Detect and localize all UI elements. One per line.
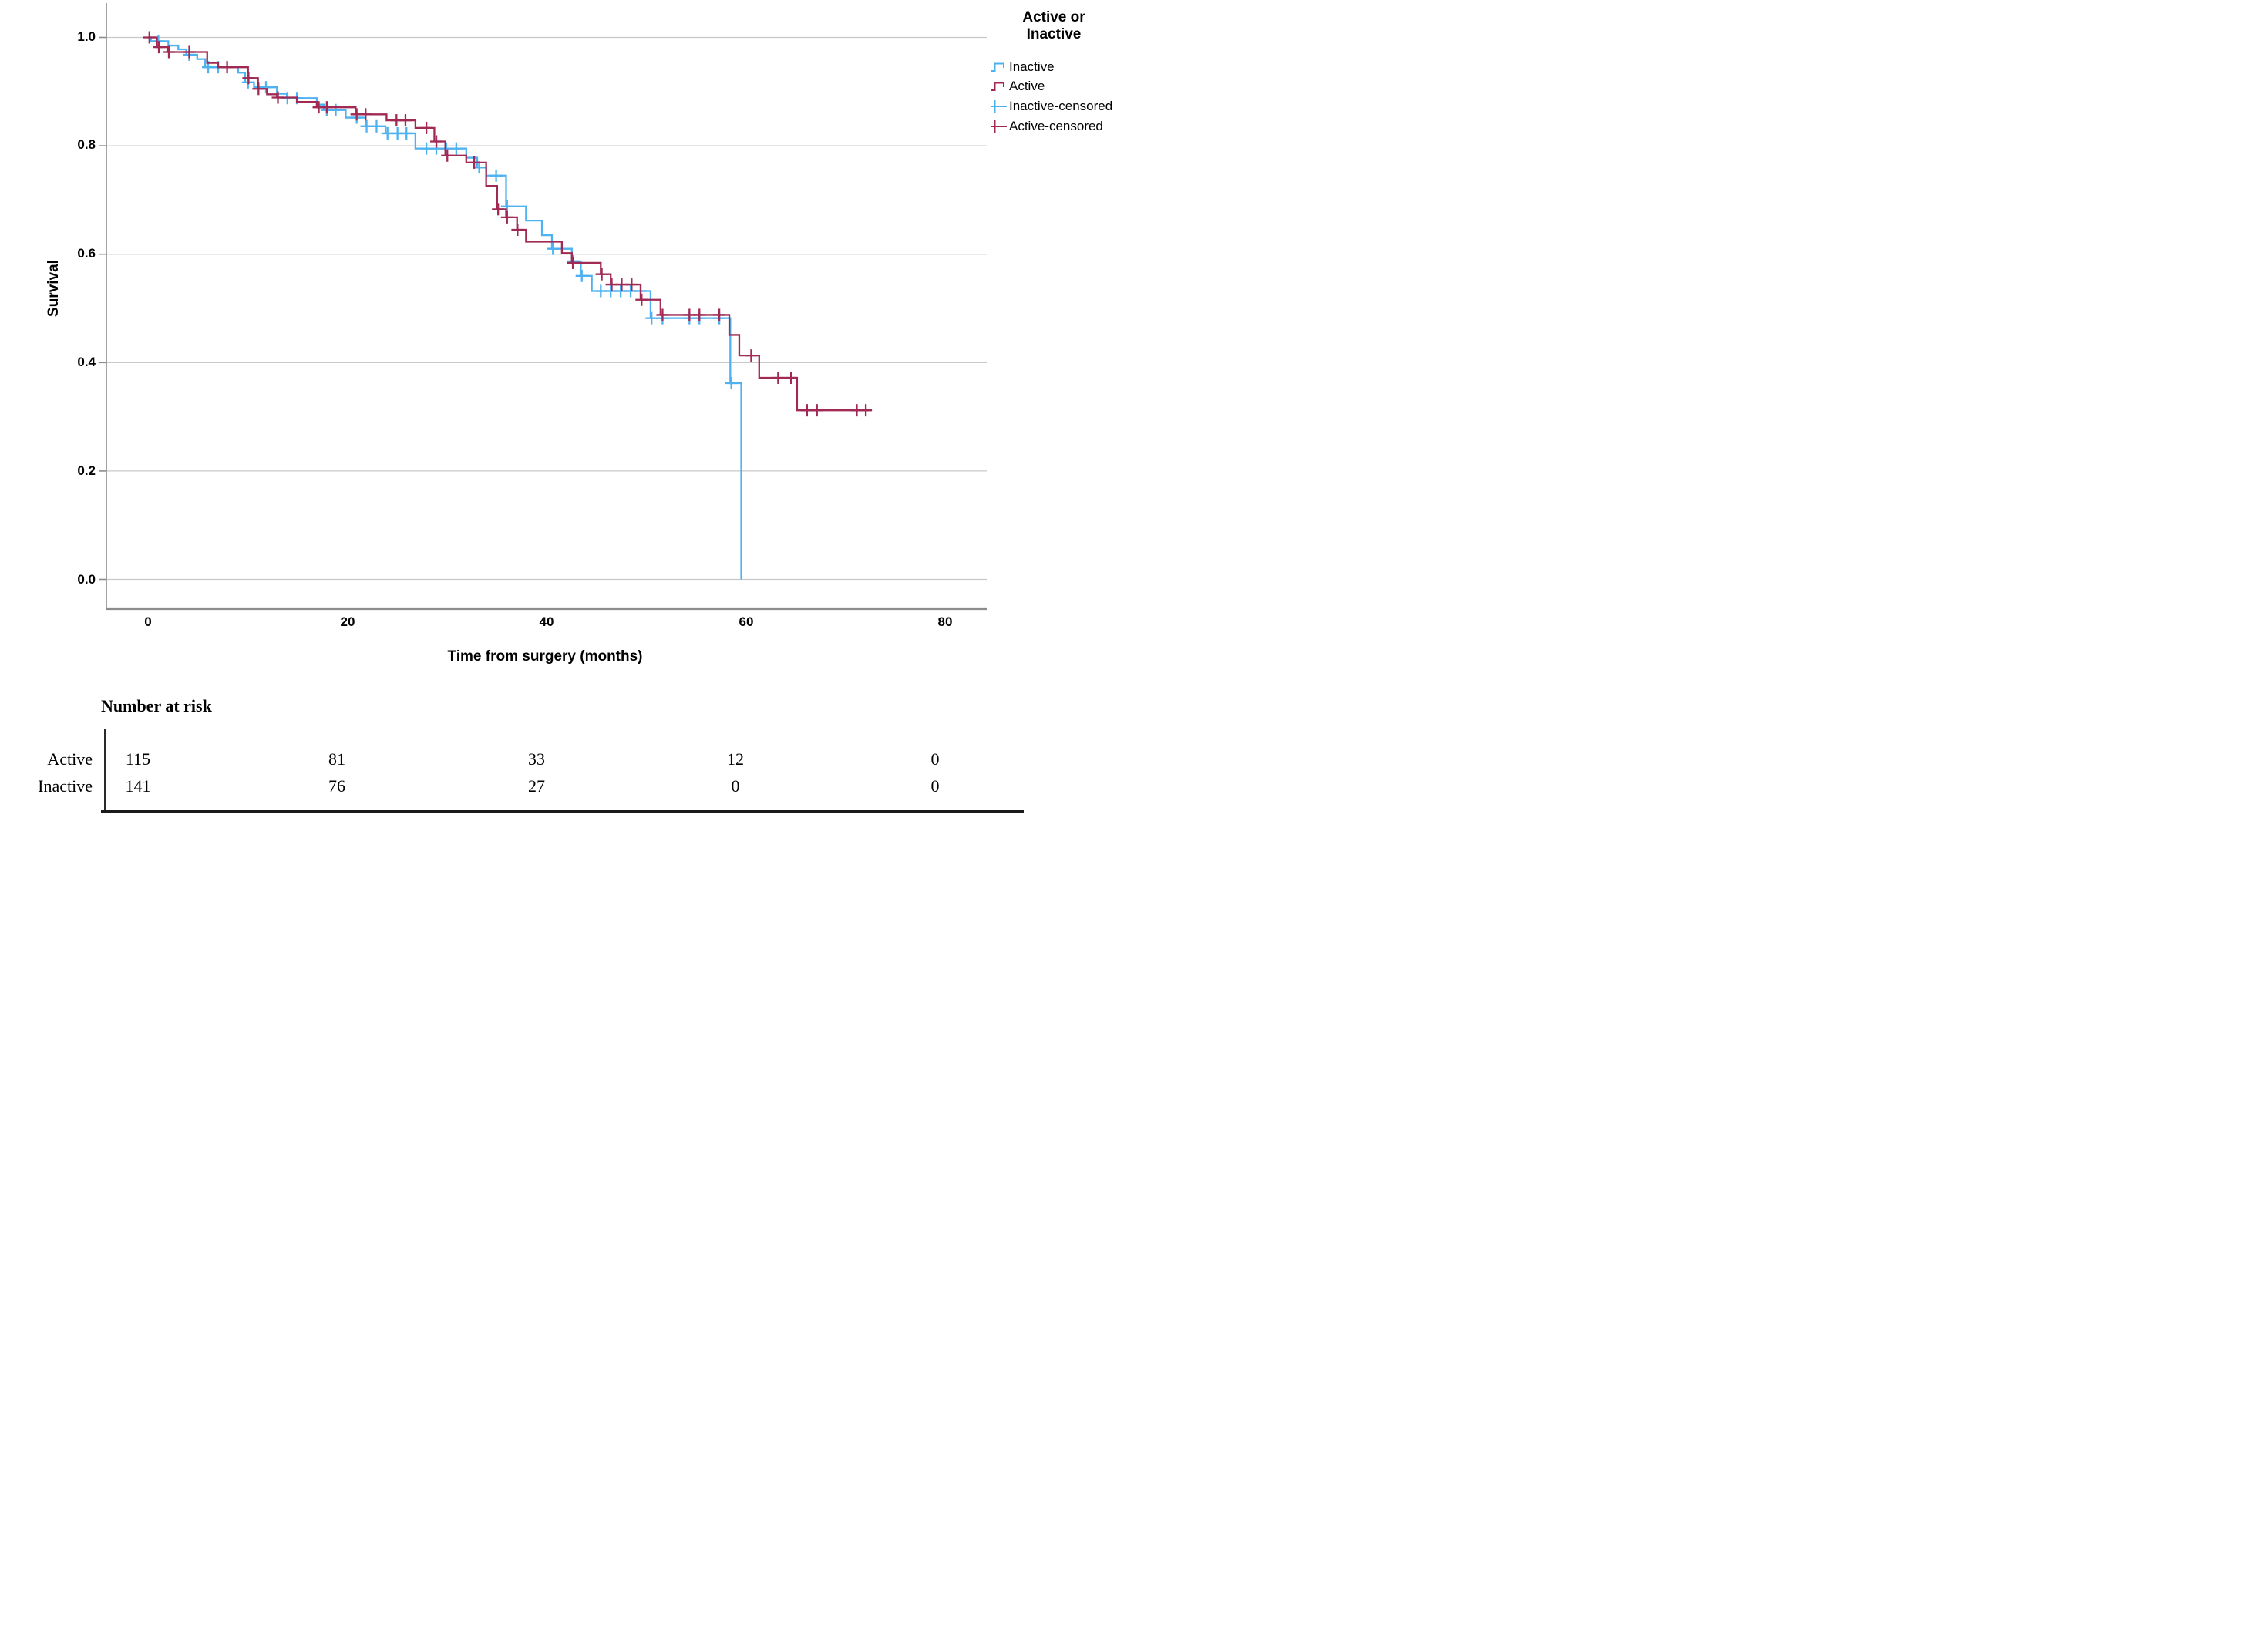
risk-table-bottom-border — [101, 810, 1024, 813]
y-tick-label: 0.8 — [77, 137, 96, 152]
risk-row-label-active: Active — [47, 749, 93, 769]
legend-item-label: Active-censored — [1009, 119, 1103, 133]
y-tick-label: 1.0 — [77, 29, 96, 44]
legend-item-label: Active — [1009, 79, 1045, 93]
y-tick-label: 0.6 — [77, 246, 96, 261]
km-survival-chart: 1.0 0.8 0.6 0.4 0.2 0.0 0 20 40 60 80 Ti… — [0, 0, 1134, 820]
legend-item-label: Inactive — [1009, 59, 1055, 74]
step-line-icon — [990, 60, 1008, 74]
legend-item-label: Inactive-censored — [1009, 99, 1113, 113]
x-axis-title: Time from surgery (months) — [447, 648, 643, 665]
risk-table-divider — [104, 729, 106, 810]
legend-item-active: Active — [990, 78, 1045, 95]
step-line-icon — [990, 79, 1008, 93]
x-tick-label: 0 — [144, 614, 152, 629]
risk-value: 115 — [125, 749, 151, 769]
censor-plus-icon — [990, 119, 1008, 133]
risk-value: 0 — [930, 749, 940, 769]
y-axis-title: Survival — [45, 260, 62, 317]
x-tick-label: 80 — [937, 614, 953, 629]
legend-item-active-censored: Active-censored — [990, 118, 1103, 135]
legend-item-inactive-censored: Inactive-censored — [990, 98, 1112, 115]
risk-value: 0 — [731, 776, 740, 796]
legend-title: Active or Inactive — [1022, 9, 1085, 42]
risk-value: 81 — [328, 749, 345, 769]
risk-value: 0 — [930, 776, 940, 796]
risk-row-label-inactive: Inactive — [38, 776, 93, 796]
legend-item-inactive: Inactive — [990, 59, 1055, 76]
censor-plus-icon — [990, 99, 1008, 113]
y-tick-label: 0.0 — [77, 572, 96, 587]
y-tick-label: 0.2 — [77, 463, 96, 478]
x-tick-label: 40 — [539, 614, 554, 629]
risk-value: 141 — [125, 776, 151, 796]
risk-value: 12 — [727, 749, 744, 769]
x-tick-label: 60 — [739, 614, 754, 629]
risk-value: 27 — [528, 776, 545, 796]
risk-value: 33 — [528, 749, 545, 769]
number-at-risk-title: Number at risk — [101, 696, 212, 715]
y-tick-label: 0.4 — [77, 355, 96, 369]
km-plot-svg — [99, 3, 987, 611]
risk-value: 76 — [328, 776, 345, 796]
x-tick-label: 20 — [340, 614, 355, 629]
